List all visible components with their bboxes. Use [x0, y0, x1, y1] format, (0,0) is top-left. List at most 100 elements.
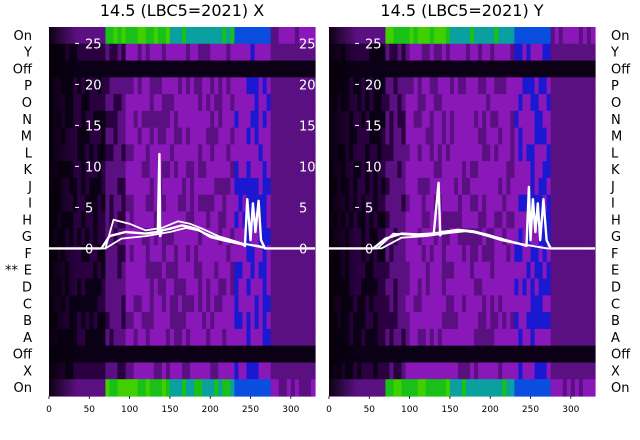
heat-cell	[145, 245, 151, 263]
heat-cell	[298, 345, 304, 364]
heat-cell	[502, 228, 507, 246]
heat-cell	[486, 312, 491, 330]
heat-cell	[109, 94, 115, 112]
heat-cell	[250, 144, 256, 162]
heat-cell	[550, 110, 556, 129]
heat-cell	[413, 127, 419, 146]
heat-cell	[570, 161, 576, 179]
heat-cell	[190, 345, 195, 364]
heat-cell	[405, 127, 411, 146]
heat-cell	[474, 261, 479, 280]
heat-cell	[206, 278, 211, 296]
overlay-tick-label: 10	[85, 160, 102, 175]
heat-cell	[133, 161, 139, 179]
heat-cell	[494, 127, 499, 146]
heat-cell	[357, 94, 362, 112]
heat-cell	[290, 27, 296, 45]
heat-cell	[550, 328, 556, 347]
heat-cell	[153, 161, 159, 179]
heat-cell	[177, 211, 183, 229]
heat-cell	[445, 228, 451, 246]
heat-cell	[369, 43, 374, 62]
heat-cell	[177, 379, 183, 397]
row-label-right: L	[611, 146, 619, 161]
heat-cell	[385, 27, 391, 45]
heat-cell	[405, 27, 411, 45]
heat-cell	[429, 127, 435, 146]
heat-cell	[145, 261, 151, 280]
heat-cell	[302, 261, 308, 280]
heat-cell	[129, 127, 135, 146]
heat-cell	[566, 295, 572, 313]
heat-cell	[194, 278, 199, 296]
heat-cell	[274, 43, 280, 62]
heat-cell	[182, 345, 187, 364]
heat-cell	[121, 60, 127, 78]
heat-cell	[234, 211, 240, 229]
heat-cell	[93, 295, 98, 313]
heat-cell	[441, 278, 447, 296]
heat-cell	[562, 362, 568, 380]
heat-cell	[530, 379, 536, 397]
heat-cell	[238, 245, 244, 263]
heat-cell	[522, 211, 528, 229]
heat-cell	[222, 43, 227, 62]
heat-cell	[93, 43, 98, 62]
heat-cell	[502, 379, 507, 397]
heat-cell	[526, 379, 532, 397]
heat-cell	[409, 110, 415, 129]
heat-cell	[470, 27, 475, 45]
heat-cell	[445, 127, 451, 146]
heat-cell	[538, 161, 544, 179]
heat-cell	[101, 345, 107, 364]
heat-cell	[413, 211, 419, 229]
heat-cell	[401, 278, 407, 296]
heat-cell	[482, 379, 487, 397]
heat-cell	[437, 77, 443, 95]
heat-cell	[554, 278, 560, 296]
heat-cell	[206, 362, 211, 380]
heat-cell	[413, 94, 419, 112]
heat-cell	[538, 144, 544, 162]
heat-cell	[234, 245, 240, 263]
heat-cell	[137, 194, 143, 213]
heat-cell	[421, 245, 427, 263]
heat-cell	[222, 379, 227, 397]
heat-cell	[389, 110, 395, 129]
heat-cell	[117, 245, 123, 263]
heat-cell	[294, 194, 300, 213]
heat-cell	[182, 77, 187, 95]
heat-cell	[538, 278, 544, 296]
heat-cell	[582, 94, 588, 112]
heat-cell	[550, 60, 556, 78]
heat-cell	[226, 144, 231, 162]
row-label-left: K	[23, 163, 32, 178]
heat-cell	[518, 77, 524, 95]
heat-cell	[490, 261, 495, 280]
heat-cell	[177, 177, 183, 196]
heat-cell	[554, 177, 560, 196]
heat-cell	[389, 127, 395, 146]
heat-cell	[274, 144, 280, 162]
heat-cell	[514, 261, 520, 280]
heat-cell	[157, 77, 163, 95]
heat-cell	[117, 345, 123, 364]
heat-cell	[510, 77, 515, 95]
heat-cell	[137, 278, 143, 296]
heat-cell	[222, 177, 227, 196]
heat-cell	[413, 278, 419, 296]
heat-cell	[554, 77, 560, 95]
heat-cell	[445, 211, 451, 229]
heat-cell	[206, 60, 211, 78]
heat-cell	[401, 211, 407, 229]
heat-cell	[105, 43, 111, 62]
heat-cell	[429, 194, 435, 213]
heat-cell	[258, 94, 264, 112]
heat-cell	[202, 127, 207, 146]
heat-cell	[466, 60, 471, 78]
heat-cell	[566, 60, 572, 78]
heat-cell	[417, 177, 423, 196]
heat-cell	[254, 312, 260, 330]
heat-cell	[198, 27, 203, 45]
heat-cell	[238, 94, 244, 112]
